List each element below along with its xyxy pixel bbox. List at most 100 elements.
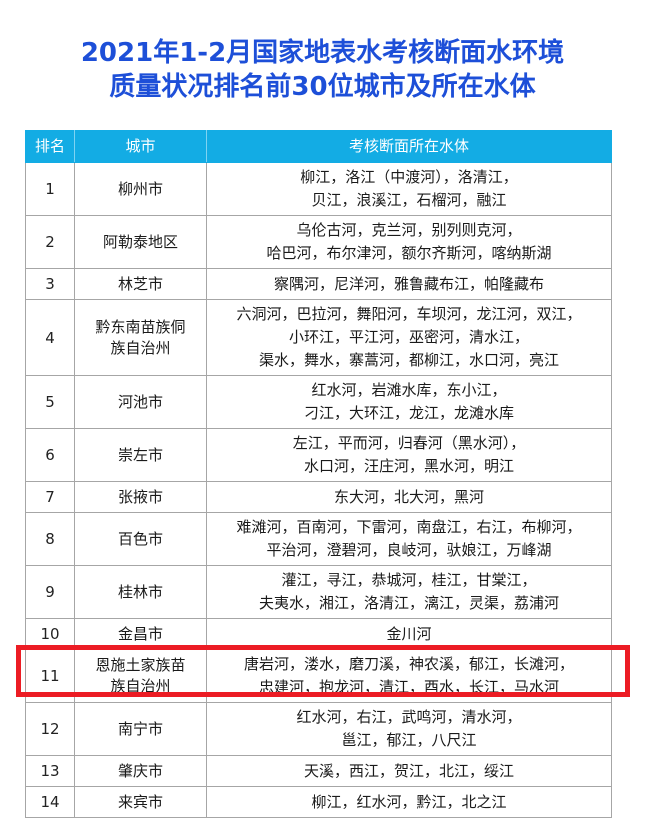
cell-city: 柳州市 [74, 162, 207, 216]
page-title-line-1: 2021年1-2月国家地表水考核断面水环境 [80, 38, 565, 68]
cell-water-bodies: 金川河 [206, 618, 612, 650]
cell-city-line: 柳州市 [117, 179, 163, 198]
table-row[interactable]: 6 崇左市 左江，平而河，归春河（黑水河）， 水口河，汪庄河，黑水河，明江 [25, 428, 612, 482]
cell-water-bodies: 红水河，右江，武鸣河，清水河， 邕江，郁江，八尺江 [206, 702, 612, 756]
cell-rank: 4 [25, 299, 75, 376]
page-title-line-2: 质量状况排名前30位城市及所在水体 [109, 72, 536, 102]
table-row[interactable]: 2 阿勒泰地区 乌伦古河，克兰河，别列则克河， 哈巴河，布尔津河，额尔齐斯河，喀纳斯湖 [25, 215, 612, 269]
cell-city-line: 金昌市 [117, 624, 163, 643]
cell-water-bodies: 左江，平而河，归春河（黑水河）， 水口河，汪庄河，黑水河，明江 [206, 428, 612, 482]
cell-city: 黔东南苗族侗 族自治州 [74, 299, 207, 376]
table-row[interactable]: 3 林芝市 察隅河，尼洋河，雅鲁藏布江，帕隆藏布 [25, 268, 612, 300]
cell-city-line: 张掖市 [117, 487, 163, 506]
cell-city-line: 族自治州 [110, 338, 171, 357]
cell-rank: 9 [25, 565, 75, 619]
cell-water-line: 难滩河，百南河，下雷河，南盘江，右江，布柳河， [236, 518, 582, 536]
cell-water-line: 左江，平而河，归春河（黑水河）， [292, 434, 526, 452]
table-row[interactable]: 12 南宁市 红水河，右江，武鸣河，清水河， 邕江，郁江，八尺江 [25, 702, 612, 756]
table-row[interactable]: 4 黔东南苗族侗 族自治州 六洞河，巴拉河，舞阳河，车坝河，龙江河，双江， 小环江，平江… [25, 299, 612, 376]
cell-water-line: 忠建河，抱龙河，清江，酉水，长江，马水河 [258, 678, 559, 696]
cell-city-line: 林芝市 [117, 274, 163, 293]
cell-water-line: 柳江，洛江（中渡河），洛清江， [300, 168, 518, 186]
cell-water-bodies: 唐岩河，溇水，磨刀溪，神农溪，郁江，长滩河， 忠建河，抱龙河，清江，酉水，长江，马… [206, 649, 612, 703]
cell-rank: 6 [25, 428, 75, 482]
cell-city: 南宁市 [74, 702, 207, 756]
cell-rank: 10 [25, 618, 75, 650]
cell-water-line: 唐岩河，溇水，磨刀溪，神农溪，郁江，长滩河， [243, 655, 574, 673]
cell-rank: 2 [25, 215, 75, 269]
cell-city-line: 恩施土家族苗 [95, 656, 186, 674]
cell-water-bodies: 灌江，寻江，恭城河，桂江，甘棠江， 夫夷水，湘江，洛清江，漓江，灵渠，荔浦河 [206, 565, 612, 619]
table-header-row: 排名 城市 考核断面所在水体 [25, 130, 612, 163]
cell-water-line: 察隅河，尼洋河，雅鲁藏布江，帕隆藏布 [273, 274, 544, 293]
cell-city-line: 百色市 [117, 529, 163, 548]
table-row[interactable]: 7 张掖市 东大河，北大河，黑河 [25, 481, 612, 513]
table-row[interactable]: 10 金昌市 金川河 [25, 618, 612, 650]
cell-water-line: 东大河，北大河，黑河 [333, 487, 484, 506]
cell-rank: 11 [25, 649, 75, 703]
cell-water-line: 金川河 [386, 624, 432, 643]
cell-water-line: 哈巴河，布尔津河，额尔齐斯河，喀纳斯湖 [266, 244, 552, 262]
cell-city: 桂林市 [74, 565, 207, 619]
ranking-table-container: 排名 城市 考核断面所在水体 1 柳州市 柳江，洛江（中渡河），洛清江， 贝江，浪溪江… [25, 130, 612, 818]
cell-rank: 12 [25, 702, 75, 756]
cell-water-bodies: 柳江，洛江（中渡河），洛清江， 贝江，浪溪江，石榴河，融江 [206, 162, 612, 216]
cell-water-line: 红水河，右江，武鸣河，清水河， [296, 708, 522, 726]
cell-rank: 8 [25, 512, 75, 566]
cell-city-line: 肇庆市 [117, 761, 163, 780]
column-header-city: 城市 [74, 130, 207, 163]
cell-rank: 14 [25, 786, 75, 818]
cell-city: 林芝市 [74, 268, 207, 300]
cell-city: 来宾市 [74, 786, 207, 818]
cell-city: 恩施土家族苗 族自治州 [74, 649, 207, 703]
cell-water-bodies: 乌伦古河，克兰河，别列则克河， 哈巴河，布尔津河，额尔齐斯河，喀纳斯湖 [206, 215, 612, 269]
cell-city-line: 崇左市 [117, 445, 163, 464]
cell-rank: 13 [25, 755, 75, 787]
cell-water-line: 平治河，澄碧河，良岐河，驮娘江，万峰湖 [266, 541, 552, 559]
cell-water-line: 夫夷水，湘江，洛清江，漓江，灵渠，荔浦河 [258, 594, 559, 612]
table-row[interactable]: 9 桂林市 灌江，寻江，恭城河，桂江，甘棠江， 夫夷水，湘江，洛清江，漓江，灵渠，荔浦… [25, 565, 612, 619]
cell-city: 百色市 [74, 512, 207, 566]
table-row[interactable]: 13 肇庆市 天溪，西江，贺江，北江，绥江 [25, 755, 612, 787]
cell-water-line: 柳江，红水河，黔江，北之江 [311, 792, 507, 811]
cell-water-bodies: 红水河，岩滩水库，东小江， 刁江，大环江，龙江，龙滩水库 [206, 375, 612, 429]
cell-water-bodies: 柳江，红水河，黔江，北之江 [206, 786, 612, 818]
cell-rank: 1 [25, 162, 75, 216]
cell-city-line: 黔东南苗族侗 [95, 317, 186, 336]
table-row[interactable]: 1 柳州市 柳江，洛江（中渡河），洛清江， 贝江，浪溪江，石榴河，融江 [25, 162, 612, 216]
cell-city-line: 河池市 [117, 392, 163, 411]
table-body: 1 柳州市 柳江，洛江（中渡河），洛清江， 贝江，浪溪江，石榴河，融江 2 阿勒泰地区 乌伦… [25, 162, 612, 818]
cell-rank: 5 [25, 375, 75, 429]
cell-rank: 7 [25, 481, 75, 513]
table-row[interactable]: 5 河池市 红水河，岩滩水库，东小江， 刁江，大环江，龙江，龙滩水库 [25, 375, 612, 429]
cell-city: 阿勒泰地区 [74, 215, 207, 269]
cell-water-bodies: 六洞河，巴拉河，舞阳河，车坝河，龙江河，双江， 小环江，平江河，巫密河，清水江， 渠… [206, 299, 612, 376]
column-header-water: 考核断面所在水体 [206, 130, 612, 163]
cell-water-bodies: 察隅河，尼洋河，雅鲁藏布江，帕隆藏布 [206, 268, 612, 300]
table-row[interactable]: 8 百色市 难滩河，百南河，下雷河，南盘江，右江，布柳河， 平治河，澄碧河，良岐河，驮… [25, 512, 612, 566]
cell-city: 河池市 [74, 375, 207, 429]
cell-city-line: 南宁市 [117, 719, 163, 738]
cell-water-bodies: 难滩河，百南河，下雷河，南盘江，右江，布柳河， 平治河，澄碧河，良岐河，驮娘江，万… [206, 512, 612, 566]
cell-water-bodies: 东大河，北大河，黑河 [206, 481, 612, 513]
cell-city-line: 族自治州 [110, 677, 171, 695]
table-row[interactable]: 11 恩施土家族苗 族自治州 唐岩河，溇水，磨刀溪，神农溪，郁江，长滩河， 忠建河，抱龙… [25, 649, 612, 703]
cell-rank: 3 [25, 268, 75, 300]
cell-city: 张掖市 [74, 481, 207, 513]
table-row[interactable]: 14 来宾市 柳江，红水河，黔江，北之江 [25, 786, 612, 818]
page-root: 2021年1-2月国家地表水考核断面水环境 质量状况排名前30位城市及所在水体 … [0, 36, 645, 818]
table-header: 排名 城市 考核断面所在水体 [25, 130, 612, 163]
cell-water-line: 刁江，大环江，龙江，龙滩水库 [303, 404, 514, 422]
cell-water-line: 天溪，西江，贺江，北江，绥江 [303, 761, 514, 780]
cell-water-line: 邕江，郁江，八尺江 [341, 731, 477, 749]
cell-city: 崇左市 [74, 428, 207, 482]
cell-water-line: 小环江，平江河，巫密河，清水江， [288, 328, 529, 346]
cell-water-line: 六洞河，巴拉河，舞阳河，车坝河，龙江河，双江， [236, 305, 582, 323]
cell-water-line: 灌江，寻江，恭城河，桂江，甘棠江， [281, 571, 537, 589]
cell-water-line: 渠水，舞水，寨蒿河，都柳江，水口河，亮江 [258, 351, 559, 369]
cell-city: 肇庆市 [74, 755, 207, 787]
page-title: 2021年1-2月国家地表水考核断面水环境 质量状况排名前30位城市及所在水体 [0, 36, 645, 104]
column-header-rank: 排名 [25, 130, 75, 163]
cell-water-line: 红水河，岩滩水库，东小江， [311, 381, 507, 399]
cell-city: 金昌市 [74, 618, 207, 650]
